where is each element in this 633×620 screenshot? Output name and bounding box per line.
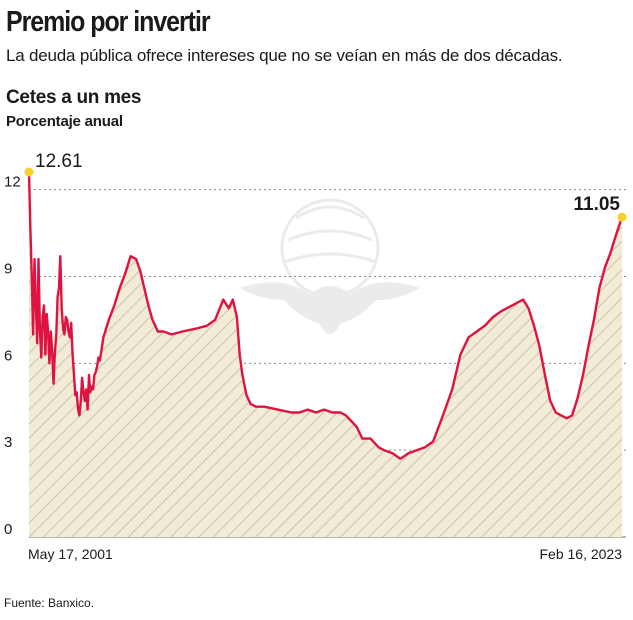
y-tick-label: 3 [4,434,12,451]
y-tick-label: 6 [4,347,12,364]
annotations: 12.61 11.05 [24,151,627,222]
chart-title: Cetes a un mes [6,87,142,108]
page-title: Premio por invertir [6,6,211,38]
area-fill [29,172,622,537]
y-tick-label: 12 [4,174,21,191]
y-tick-label: 0 [4,521,12,538]
x-tick-end: Feb 16, 2023 [539,546,622,562]
annotation-label: 12.61 [35,151,83,172]
page-subtitle: La deuda pública ofrece intereses que no… [6,46,563,65]
y-axis-label: Porcentaje anual [6,113,123,130]
annotation-label: 11.05 [574,194,621,215]
y-axis-ticks: 12 9 6 3 0 [4,174,21,538]
series-line [27,171,624,460]
y-tick-label: 9 [4,260,12,277]
annotation-marker [24,167,34,177]
source-note: Fuente: Banxico. [4,596,95,610]
eagle-logo-watermark [240,198,420,334]
annotation-marker [617,212,627,222]
x-tick-start: May 17, 2001 [28,546,113,562]
